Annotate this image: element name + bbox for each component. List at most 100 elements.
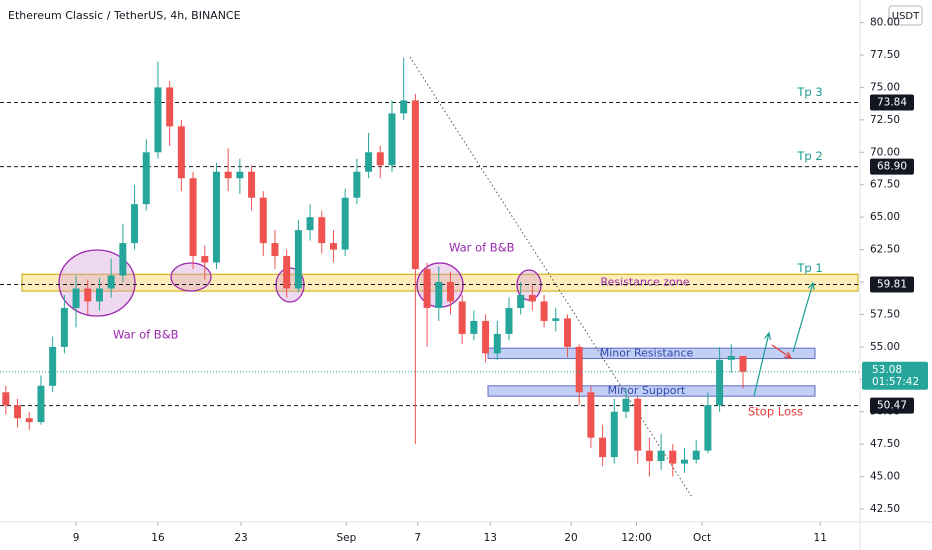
candle-body — [306, 217, 314, 231]
x-tick-label: 13 — [484, 532, 497, 544]
candle-body — [119, 243, 127, 276]
arrow — [771, 344, 792, 359]
candle-body — [294, 230, 302, 289]
arrow-head — [764, 331, 772, 340]
y-tick-label: 65.00 — [870, 211, 900, 223]
x-tick-label: 11 — [814, 532, 827, 544]
candle-body — [341, 197, 349, 250]
candle-body — [423, 269, 431, 308]
candle-body — [505, 307, 513, 334]
arrow-head — [807, 281, 815, 291]
current-price: 53.08 — [872, 364, 902, 376]
level-label-box — [870, 94, 914, 111]
candle-body — [376, 152, 384, 166]
level-label: 50.47 — [877, 400, 907, 412]
zone — [487, 385, 816, 397]
candle-body — [365, 152, 373, 172]
level-name: Tp 2 — [796, 149, 822, 163]
x-tick-label: 9 — [73, 532, 80, 544]
y-tick-label: 77.50 — [870, 49, 900, 61]
candle-body — [634, 398, 642, 451]
candle-body — [14, 405, 22, 419]
candle-body — [142, 152, 150, 205]
level-label: 68.90 — [877, 161, 907, 173]
candle-body — [645, 450, 653, 462]
candle-body — [166, 87, 174, 127]
arrow — [792, 282, 814, 353]
candle-body — [470, 320, 478, 334]
candle-body — [84, 288, 92, 302]
arrow-head — [783, 351, 793, 359]
candle-body — [411, 100, 419, 270]
y-tick-label: 67.50 — [870, 179, 900, 191]
candle-body — [318, 217, 326, 244]
candle-body — [622, 398, 630, 412]
x-tick-label: 16 — [151, 532, 165, 544]
candle-body — [72, 288, 80, 308]
candle-body — [154, 87, 162, 153]
candle-body — [575, 346, 583, 393]
candle-body — [563, 318, 571, 347]
x-tick-label: Sep — [336, 532, 356, 544]
annotation: Stop Loss — [748, 405, 803, 419]
level-label-box — [870, 397, 914, 414]
candle-body — [259, 197, 267, 244]
candle-body — [458, 301, 466, 334]
y-tick-label: 70.00 — [870, 146, 900, 158]
candle-body — [37, 385, 45, 423]
candle-body — [2, 392, 10, 406]
candle-body — [517, 294, 525, 308]
candle-body — [283, 256, 291, 289]
y-tick-label: 75.00 — [870, 81, 900, 93]
level-label: 73.84 — [877, 96, 907, 108]
candle-body — [727, 355, 735, 360]
candle-body — [692, 450, 700, 460]
currency: USDT — [892, 11, 920, 22]
level-name: Tp 3 — [796, 85, 822, 99]
y-tick-label: 72.50 — [870, 114, 900, 126]
candle-body — [493, 333, 501, 354]
y-tick-label: 42.50 — [870, 503, 900, 515]
plot: Resistance zone Minor Resistance Minor Sup… — [0, 56, 860, 498]
candle-body — [669, 450, 677, 464]
trend-line — [409, 56, 693, 498]
candle-body — [739, 355, 747, 372]
zone-label: Resistance zone — [600, 276, 689, 289]
x-tick-label: 23 — [234, 532, 247, 544]
candle-body — [248, 171, 256, 198]
candle-body — [400, 100, 408, 114]
candle-body — [540, 301, 548, 321]
candle-body — [716, 359, 724, 406]
candle-body — [482, 320, 490, 354]
candle-body — [236, 171, 244, 179]
candle-body — [388, 113, 396, 166]
candle-body — [599, 437, 607, 458]
zone — [487, 347, 816, 360]
candle-body — [552, 318, 560, 321]
chart-title: Ethereum Classic / TetherUS, 4h, BINANCE — [8, 9, 241, 22]
y-tick-label: 55.00 — [870, 341, 900, 353]
countdown: 01:57:42 — [872, 376, 919, 388]
candle-body — [587, 392, 595, 438]
y-tick-label: 47.50 — [870, 438, 900, 450]
candle-body — [177, 126, 185, 179]
candle-body — [353, 171, 361, 198]
candle-body — [271, 243, 279, 257]
level-label: 59.81 — [877, 278, 907, 290]
level-label-box — [870, 158, 914, 175]
candle-body — [657, 450, 665, 462]
candle-body — [107, 275, 115, 289]
currency-box[interactable] — [888, 5, 923, 26]
candle-body — [25, 418, 33, 423]
y-tick-label: 57.50 — [870, 308, 900, 320]
y-tick-label: 62.50 — [870, 244, 900, 256]
x-tick-label: 12:00 — [621, 532, 651, 544]
highlight-ellipse — [170, 262, 212, 292]
candle-body — [435, 282, 443, 308]
annotation: War of B&B — [113, 328, 179, 342]
candle-body — [224, 171, 232, 179]
x-tick-label: 20 — [564, 532, 577, 544]
candle-body — [446, 282, 454, 302]
candle-body — [49, 346, 57, 386]
